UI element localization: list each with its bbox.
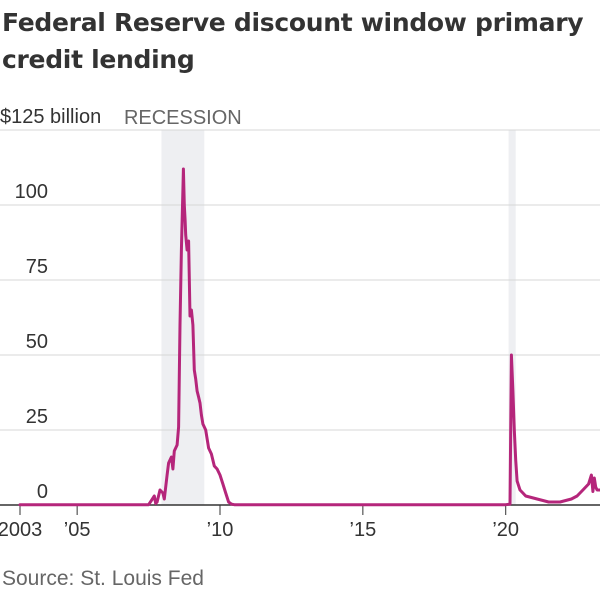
x-axis: 2003 ’05 ’10 ’15 ’20 <box>0 504 600 541</box>
series-line-0 <box>18 167 600 507</box>
y-tick-label: 100 <box>15 181 48 203</box>
y-axis-labels: 0 25 50 75 100 $125 billion <box>0 106 101 503</box>
x-tick-label: ’15 <box>350 519 377 541</box>
recession-band-1 <box>508 130 516 505</box>
recession-shading: RECESSION <box>124 107 516 505</box>
x-tick-label: ’10 <box>207 519 234 541</box>
source-note: Source: St. Louis Fed <box>2 567 204 590</box>
y-tick-label: 25 <box>26 406 48 428</box>
y-tick-label: 0 <box>37 481 48 503</box>
chart-title: Federal Reserve discount window primary … <box>2 8 584 74</box>
y-tick-label: 75 <box>26 256 48 278</box>
series-lines <box>18 167 600 507</box>
x-tick-label: ’20 <box>492 519 519 541</box>
y-tick-label: 50 <box>26 331 48 353</box>
x-tick-label: ’05 <box>64 519 91 541</box>
grid-lines <box>0 129 600 431</box>
y-tick-label: $125 billion <box>0 106 101 128</box>
x-tick-label: 2003 <box>0 519 42 541</box>
recession-label: RECESSION <box>124 107 242 129</box>
